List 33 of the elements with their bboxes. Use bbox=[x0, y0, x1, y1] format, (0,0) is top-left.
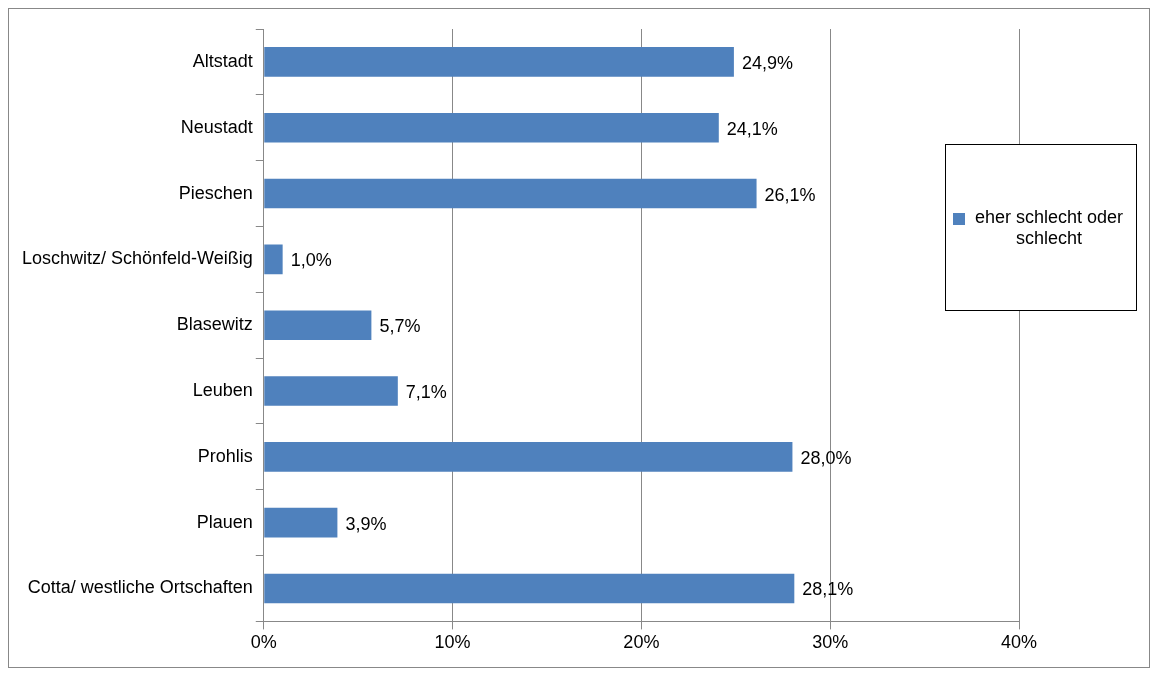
bar bbox=[264, 178, 757, 209]
bar bbox=[264, 442, 793, 472]
y-tick-label: Blasewitz bbox=[176, 314, 253, 335]
data-label: 5,7% bbox=[379, 316, 421, 337]
y-tick-label: Cotta/ westliche Ortschaften bbox=[27, 577, 253, 598]
data-label: 3,9% bbox=[345, 513, 387, 534]
x-tick-label: 10% bbox=[434, 632, 471, 653]
x-tick-label: 30% bbox=[812, 632, 849, 653]
y-tick-label: Neustadt bbox=[180, 116, 253, 137]
bar bbox=[264, 244, 283, 275]
y-tick-label: Altstadt bbox=[192, 50, 253, 71]
legend-label: eher schlecht oder schlecht bbox=[973, 206, 1125, 249]
data-label: 26,1% bbox=[764, 184, 816, 205]
bar bbox=[264, 507, 338, 538]
data-label: 24,1% bbox=[726, 118, 778, 139]
bar bbox=[264, 310, 372, 341]
y-tick-label: Prohlis bbox=[197, 445, 253, 466]
x-tick-label: 40% bbox=[1000, 632, 1038, 653]
data-label: 28,0% bbox=[800, 447, 852, 468]
y-tick-label: Pieschen bbox=[178, 182, 253, 203]
x-tick-label: 20% bbox=[623, 632, 660, 653]
data-label: 1,0% bbox=[290, 250, 332, 271]
bar bbox=[264, 112, 719, 143]
bar bbox=[264, 47, 734, 77]
bar bbox=[264, 573, 795, 604]
bar bbox=[264, 376, 398, 406]
data-label: 7,1% bbox=[405, 381, 447, 402]
data-label: 28,1% bbox=[802, 579, 854, 600]
x-tick-label: 0% bbox=[250, 632, 277, 653]
data-label: 24,9% bbox=[741, 52, 793, 73]
y-tick-label: Plauen bbox=[196, 511, 253, 532]
y-tick-label: Loschwitz/ Schönfeld-Weißig bbox=[22, 248, 253, 269]
y-tick-label: Leuben bbox=[192, 379, 253, 400]
